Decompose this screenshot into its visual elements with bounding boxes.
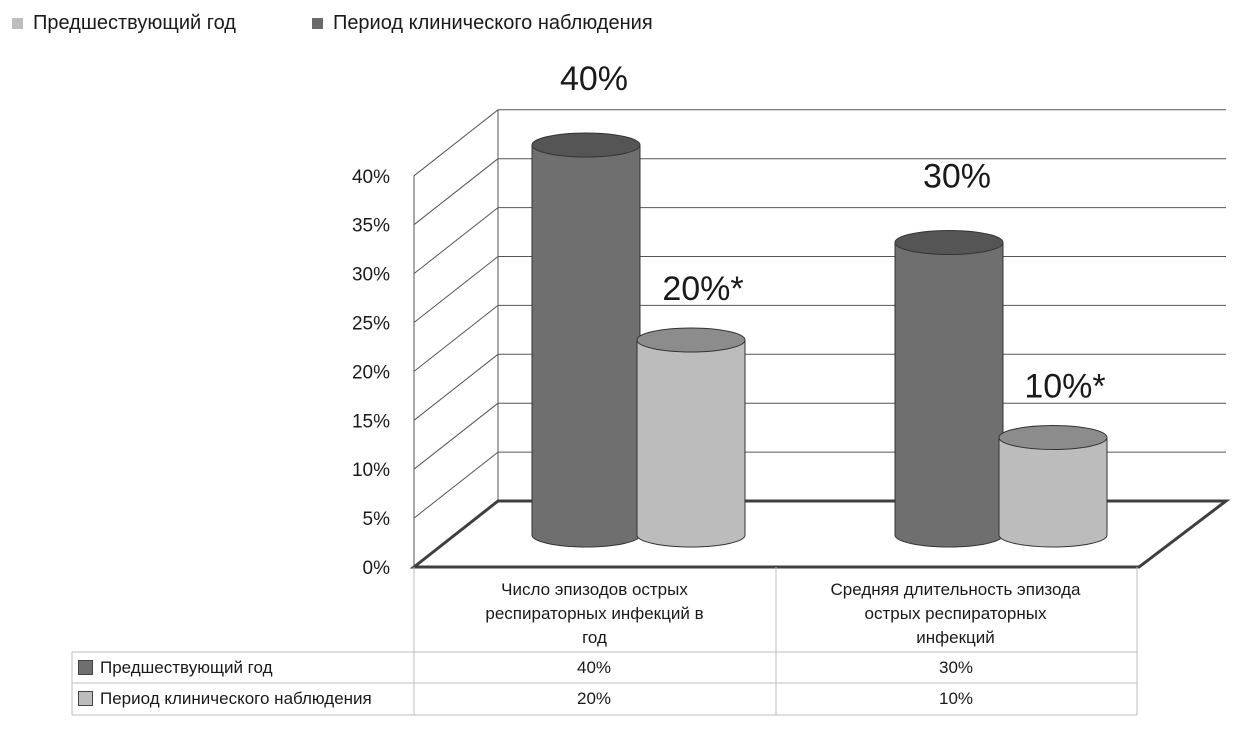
y-tick-label: 10%	[352, 460, 390, 481]
bar-top	[998, 425, 1108, 450]
legend-item-clinical: Период клинического наблюдения	[311, 12, 653, 35]
category-label-line: год	[582, 628, 607, 647]
table-row-label-text: Период клинического наблюдения	[100, 689, 372, 708]
category-label-2: Средняя длительность эпизода острых респ…	[778, 578, 1133, 650]
grid-line-side	[413, 158, 499, 226]
y-tick-label: 15%	[352, 411, 390, 432]
legend-label-prev: Предшествующий год	[33, 12, 236, 34]
bar-cylinder	[636, 327, 746, 548]
grid-line-side	[413, 109, 499, 177]
table-row-label-text: Предшествующий год	[100, 658, 273, 677]
data-label: 40%	[560, 60, 628, 98]
category-label-line: острых респираторных	[864, 604, 1047, 623]
data-label: 20%*	[662, 270, 743, 308]
grid-line-side	[413, 451, 499, 519]
bar-body	[895, 242, 1003, 535]
bar-body	[532, 145, 640, 535]
grid-line-side	[413, 402, 499, 470]
grid-line-side	[413, 207, 499, 274]
grid-line-side	[413, 353, 499, 421]
y-tick-label: 5%	[363, 509, 391, 530]
chart-bars	[531, 132, 1108, 548]
legend-swatch-clinical	[311, 18, 323, 29]
y-tick-label: 30%	[352, 265, 390, 286]
table-row-swatch-clinical	[78, 691, 93, 706]
legend-item-prev: Предшествующий год	[12, 12, 236, 35]
y-tick-label: 40%	[352, 167, 390, 188]
table-cell: 10%	[938, 689, 974, 708]
bar-body	[637, 340, 745, 535]
bar-top	[894, 230, 1004, 255]
category-label-1: Число эпизодов острых респираторных инфе…	[417, 578, 772, 650]
legend-swatch-prev	[12, 18, 23, 29]
table-cell: 30%	[938, 658, 974, 677]
data-label: 10%*	[1024, 368, 1105, 406]
category-label-line: инфекций	[916, 628, 995, 647]
bar-top	[636, 327, 746, 353]
data-labels: 40% 20%* 30% 10%*	[560, 60, 1106, 406]
category-label-line: Число эпизодов острых	[501, 580, 688, 599]
chart-legend: Предшествующий год Период клинического н…	[12, 12, 653, 35]
data-table-grid	[71, 567, 1138, 716]
grid-line-side	[413, 256, 499, 323]
table-row-label-clinical: Период клинического наблюдения	[78, 683, 413, 714]
y-axis: 0% 5% 10% 15% 20% 25% 30% 35% 40%	[352, 167, 390, 579]
legend-label-clinical: Период клинического наблюдения	[332, 12, 653, 34]
table-row-label-prev: Предшествующий год	[78, 652, 413, 683]
category-label-line: Средняя длительность эпизода	[830, 580, 1081, 599]
grid-line-side	[413, 305, 499, 372]
y-tick-label: 0%	[363, 558, 391, 579]
data-label: 30%	[923, 158, 991, 196]
bar-cylinder	[531, 132, 641, 548]
bar-cylinder	[998, 425, 1108, 548]
table-row-swatch-prev	[78, 660, 93, 675]
y-tick-label: 35%	[352, 216, 390, 237]
y-tick-label: 25%	[352, 314, 390, 335]
table-cell: 20%	[576, 689, 612, 708]
bar-cylinder	[894, 230, 1004, 548]
bar-top	[531, 132, 641, 158]
y-tick-label: 20%	[352, 362, 390, 383]
bar-body	[999, 437, 1107, 535]
category-label-line: респираторных инфекций в	[485, 604, 704, 623]
table-cell: 40%	[576, 658, 612, 677]
